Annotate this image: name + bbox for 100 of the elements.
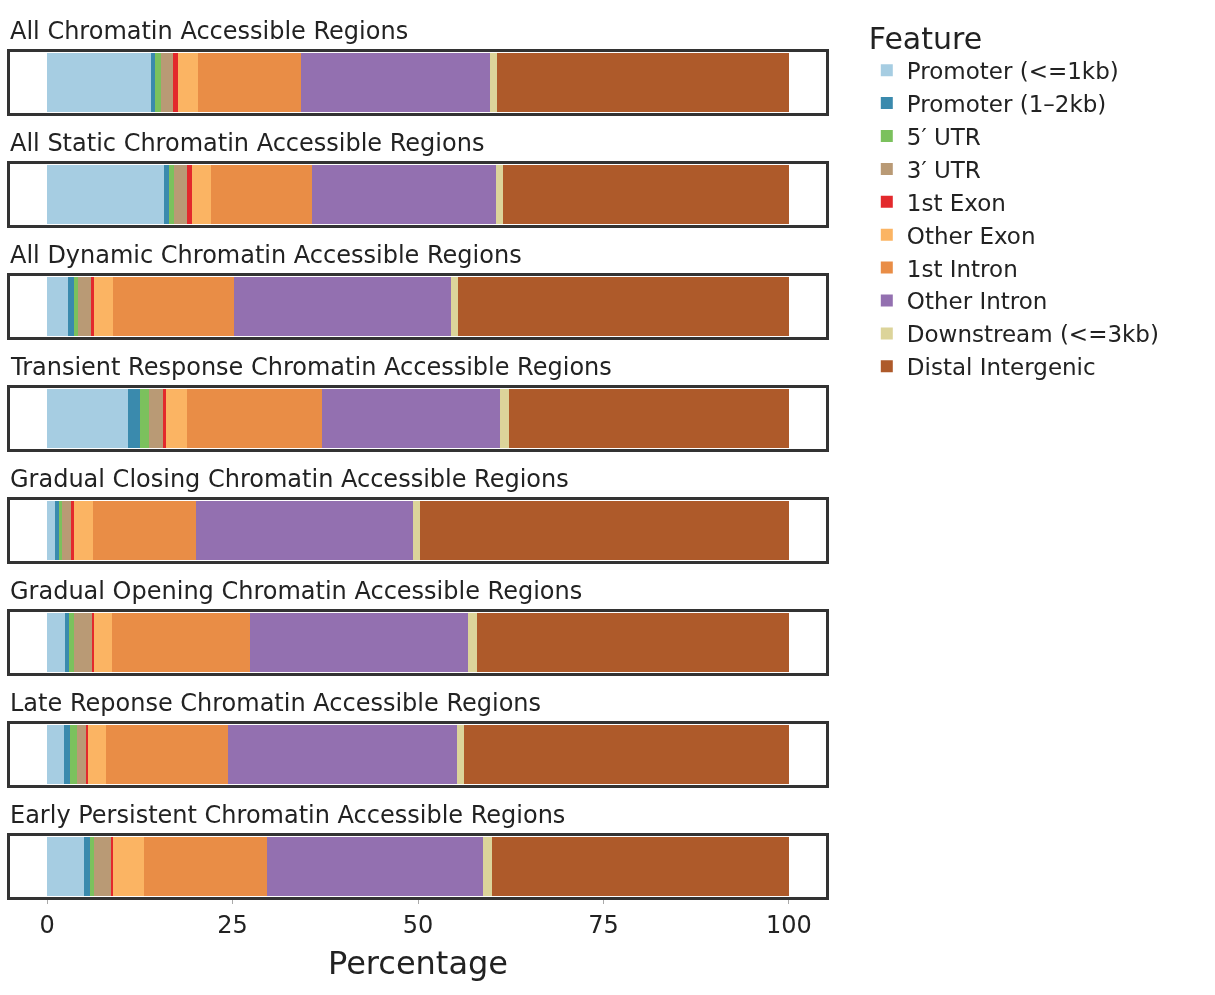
bar [168, 164, 174, 224]
bar [127, 389, 140, 448]
bar [90, 837, 94, 897]
bar [211, 164, 312, 224]
bar [87, 725, 106, 785]
bar [47, 613, 65, 672]
bar [500, 389, 510, 448]
bar [450, 277, 459, 336]
bar [509, 389, 789, 448]
bar [250, 613, 469, 672]
bar [463, 725, 789, 785]
bar [47, 389, 128, 448]
bar [61, 501, 71, 560]
y-tick-label: Transient Response Chromatin Accessible Regions [10, 353, 612, 381]
bar [148, 389, 163, 448]
bar [47, 501, 56, 560]
bar [492, 837, 789, 897]
bar [482, 837, 493, 897]
legend-label: 1st Intron [906, 255, 1018, 282]
bar [187, 164, 192, 224]
bar [110, 837, 114, 897]
bar [497, 52, 789, 112]
legend-label: Promoter (1–2kb) [906, 91, 1107, 118]
legend-label: Other Exon [906, 222, 1036, 249]
bar [64, 613, 70, 672]
bar [73, 277, 79, 336]
bar [234, 277, 451, 336]
bar [47, 837, 85, 897]
legend-label: Promoter (<=1kb) [906, 58, 1119, 85]
bar [495, 164, 504, 224]
bar [191, 164, 212, 224]
bar [64, 725, 71, 785]
bar [196, 501, 413, 560]
bar [76, 725, 86, 785]
bar [113, 837, 144, 897]
bar [69, 613, 74, 672]
x-axis-title: Percentage [327, 943, 509, 982]
y-tick-label: Gradual Opening Chromatin Accessible Regions [10, 577, 583, 605]
x-tick-label: 50 [402, 910, 434, 939]
bar [165, 389, 188, 448]
bar [321, 389, 501, 448]
bar [489, 52, 498, 112]
bar [73, 501, 94, 560]
bar [67, 277, 74, 336]
y-tick-label: All Static Chromatin Accessible Regions [10, 129, 485, 157]
y-tick-label: Gradual Closing Chromatin Accessible Regions [10, 465, 569, 493]
bar [163, 164, 169, 224]
bar [111, 613, 251, 672]
legend-label: Downstream (<=3kb) [906, 321, 1159, 348]
bar [267, 837, 483, 897]
bar [187, 389, 322, 448]
bar [93, 613, 112, 672]
bar [91, 613, 94, 672]
bar [143, 837, 268, 897]
bar [228, 725, 458, 785]
x-tick-label: 100 [766, 910, 812, 939]
x-tick-label: 0 [39, 910, 55, 939]
bar [93, 277, 114, 336]
bar [47, 725, 65, 785]
bar [173, 52, 179, 112]
bar [150, 52, 156, 112]
bar [173, 164, 188, 224]
bar [457, 725, 464, 785]
bar [73, 613, 92, 672]
x-tick-label: 75 [588, 910, 619, 939]
bar [503, 164, 789, 224]
bar [47, 164, 164, 224]
y-tick-label: All Dynamic Chromatin Accessible Regions [10, 241, 522, 269]
bar [85, 725, 88, 785]
bar [178, 52, 198, 112]
bar [84, 837, 91, 897]
bar [300, 52, 490, 112]
bar [139, 389, 149, 448]
bar [47, 52, 151, 112]
bar [412, 501, 421, 560]
bar [47, 277, 68, 336]
bar [155, 52, 162, 112]
bar [105, 725, 229, 785]
legend-label: 3′ UTR [906, 156, 981, 183]
legend-label: Distal Intergenic [906, 354, 1096, 381]
legend-label: 1st Exon [906, 189, 1006, 216]
y-tick-label: All Chromatin Accessible Regions [10, 17, 409, 45]
legend-label: Other Intron [906, 288, 1048, 315]
bar [90, 277, 94, 336]
bar [70, 725, 77, 785]
bar [420, 501, 789, 560]
bar [311, 164, 496, 224]
bar [78, 277, 91, 336]
bar [113, 277, 235, 336]
bar [161, 52, 174, 112]
bar [93, 837, 111, 897]
legend-title: Feature [868, 20, 983, 56]
bar [93, 501, 197, 560]
y-tick-label: Early Persistent Chromatin Accessible Regions [10, 801, 566, 829]
bar [476, 613, 789, 672]
y-tick-label: Late Reponse Chromatin Accessible Regions [10, 689, 542, 717]
bar [197, 52, 301, 112]
bar [458, 277, 789, 336]
bar [162, 389, 166, 448]
x-tick-label: 25 [217, 910, 248, 939]
